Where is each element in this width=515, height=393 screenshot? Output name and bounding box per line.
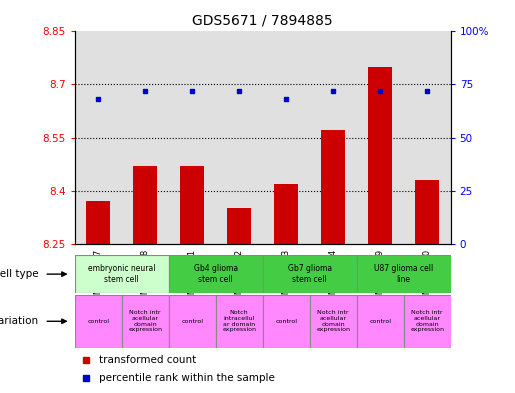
Text: Gb4 glioma
stem cell: Gb4 glioma stem cell: [194, 264, 238, 284]
Text: embryonic neural
stem cell: embryonic neural stem cell: [88, 264, 156, 284]
Bar: [356, 255, 451, 293]
Bar: [368, 67, 392, 244]
Bar: [416, 180, 439, 244]
Text: Notch intr
acellular
domain
expression: Notch intr acellular domain expression: [128, 310, 162, 332]
Text: percentile rank within the sample: percentile rank within the sample: [99, 373, 275, 383]
Text: genotype/variation: genotype/variation: [0, 316, 39, 326]
Title: GDS5671 / 7894885: GDS5671 / 7894885: [192, 13, 333, 28]
Bar: [133, 166, 157, 244]
Text: control: control: [275, 319, 297, 324]
Text: Gb7 glioma
stem cell: Gb7 glioma stem cell: [287, 264, 332, 284]
Text: Notch
intracellul
ar domain
expression: Notch intracellul ar domain expression: [222, 310, 256, 332]
Text: control: control: [369, 319, 391, 324]
Bar: [180, 166, 204, 244]
Text: control: control: [181, 319, 203, 324]
Text: Notch intr
acellular
domain
expression: Notch intr acellular domain expression: [410, 310, 444, 332]
Text: U87 glioma cell
line: U87 glioma cell line: [374, 264, 433, 284]
Bar: [168, 295, 216, 348]
Text: Notch intr
acellular
domain
expression: Notch intr acellular domain expression: [316, 310, 350, 332]
Bar: [263, 295, 310, 348]
Bar: [356, 295, 404, 348]
Bar: [87, 201, 110, 244]
Text: control: control: [87, 319, 109, 324]
Bar: [122, 295, 168, 348]
Bar: [216, 295, 263, 348]
Bar: [263, 255, 356, 293]
Bar: [310, 295, 356, 348]
Bar: [168, 255, 263, 293]
Bar: [404, 295, 451, 348]
Bar: [274, 184, 298, 244]
Text: cell type: cell type: [0, 269, 39, 279]
Text: transformed count: transformed count: [99, 355, 196, 365]
Bar: [321, 130, 345, 244]
Bar: [75, 295, 122, 348]
Bar: [75, 255, 168, 293]
Bar: [228, 208, 251, 244]
